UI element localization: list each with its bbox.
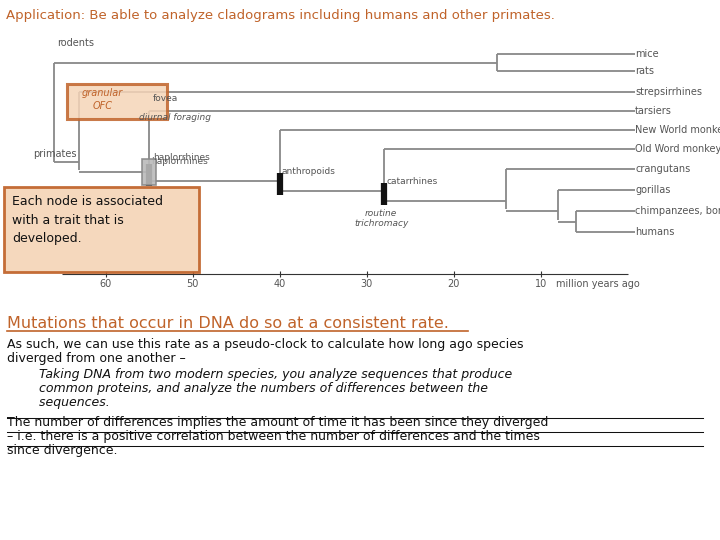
Text: 20: 20 [448,279,460,289]
Text: The number of differences implies the amount of time it has been since they dive: The number of differences implies the am… [7,416,549,429]
Text: As such, we can use this rate as a pseudo-clock to calculate how long ago specie: As such, we can use this rate as a pseud… [7,338,523,351]
Text: Mutations that occur in DNA do so at a consistent rate.: Mutations that occur in DNA do so at a c… [7,316,449,331]
Text: rodents: rodents [57,38,94,49]
Text: granular
OFC: granular OFC [81,89,123,111]
Text: anthropoids: anthropoids [282,167,336,176]
Text: crangutans: crangutans [635,164,690,174]
Text: 10: 10 [535,279,547,289]
Text: million years ago: million years ago [556,279,639,289]
Text: New World monkeys: New World monkeys [635,125,720,135]
Text: mice: mice [635,49,659,59]
Text: gorillas: gorillas [635,185,670,195]
Text: routine
trichromacy: routine trichromacy [354,208,408,228]
Text: haplorrhines: haplorrhines [153,152,210,161]
Bar [68,84,167,119]
Bar [4,187,199,272]
Text: diurnal foraging: diurnal foraging [139,113,211,122]
Text: fovea: fovea [153,94,179,103]
Text: since divergence.: since divergence. [7,444,117,457]
Text: haplorrhines: haplorrhines [151,157,208,165]
Text: rats: rats [635,66,654,76]
Text: 60: 60 [99,279,112,289]
Text: diverged from one another –: diverged from one another – [7,352,186,365]
Text: 50: 50 [186,279,199,289]
Text: strepsirrhines: strepsirrhines [635,87,702,97]
Text: humans: humans [635,227,675,237]
Text: Each node is associated
with a trait that is
developed.: Each node is associated with a trait tha… [12,195,163,245]
Text: Old Word monkeys: Old Word monkeys [635,144,720,154]
Text: Taking DNA from two modern species, you analyze sequences that produce: Taking DNA from two modern species, you … [7,368,512,381]
Text: – i.e. there is a positive correlation between the number of differences and the: – i.e. there is a positive correlation b… [7,430,540,443]
Bar [142,159,156,185]
Text: Application: Be able to analyze cladograms including humans and other primates.: Application: Be able to analyze cladogra… [6,10,554,23]
Text: 30: 30 [361,279,373,289]
Text: catarrhines: catarrhines [386,177,438,186]
Text: sequences.: sequences. [7,396,109,409]
Text: chimpanzees, bonobos: chimpanzees, bonobos [635,206,720,216]
Text: tarsiers: tarsiers [635,106,672,116]
Text: primates: primates [33,149,76,159]
Text: 40: 40 [274,279,286,289]
Text: common proteins, and analyze the numbers of differences between the: common proteins, and analyze the numbers… [7,382,488,395]
